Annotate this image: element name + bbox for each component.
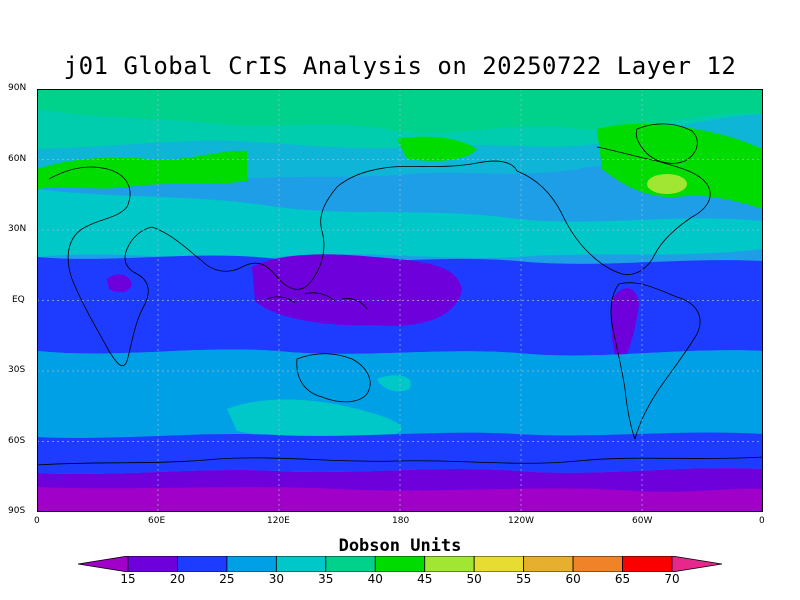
lat-label-90n: 90N [8,83,27,93]
lat-label-eq: EQ [12,295,25,305]
lat-label-60s: 60S [8,436,26,446]
lat-label-60n: 60N [8,154,27,164]
warm-pool-low [252,254,462,326]
coast-europe-africa [48,166,153,367]
colorbar-swatch-35 [325,556,376,572]
coast-greenland [635,123,698,164]
africa-low [107,274,132,293]
southern-band-25 [37,432,763,474]
colorbar-swatch-40 [374,556,426,572]
southern-teal-patch-2 [377,375,411,392]
coast-south-america [610,282,701,440]
lon-label-0-left: 0 [34,516,40,526]
colorbar-label-15: 15 [120,572,136,586]
coastlines [37,123,763,466]
north-midlat-band-30 [37,189,763,259]
colorbar-swatch-below-min [78,556,129,572]
colorbar-title: Dobson Units [338,536,462,556]
colorbar-label-40: 40 [367,572,383,586]
north-atlantic-green [597,123,763,209]
colorbar-swatch-15 [127,556,178,572]
colorbar-label-65: 65 [614,572,631,586]
northern-green-patch [37,150,247,189]
colorbar-swatch-50 [473,556,525,572]
map-frame [37,89,763,512]
colorbar-label-30: 30 [268,572,284,586]
lon-label-120e: 120E [267,516,290,526]
colorbar-swatch-45 [424,556,475,572]
lon-label-60w: 60W [632,516,653,526]
colorbar-swatch-above-max [671,556,722,572]
colorbar-swatch-65 [622,556,673,572]
coast-maritime-continent [266,292,368,310]
coast-antarctica [37,456,763,466]
colorbar [78,556,722,572]
colorbar-swatch-55 [523,556,574,572]
lon-label-180: 180 [392,516,410,526]
colorbar-label-70: 70 [664,572,680,586]
coast-asia [151,160,518,290]
north-america-yellow [647,174,687,194]
siberia-green [397,136,477,161]
ozone-map-canvas [37,89,763,512]
lat-label-90s: 90S [8,506,26,516]
lon-label-0-right: 0 [759,516,765,526]
colorbar-label-35: 35 [318,572,334,586]
lat-label-30s: 30S [8,365,26,375]
colorbar-label-50: 50 [466,572,482,586]
coast-australia [296,353,371,403]
lat-label-30n: 30N [8,224,27,234]
colorbar-label-60: 60 [565,572,581,586]
colorbar-swatch-20 [177,556,228,572]
ozone-map [37,89,763,512]
coast-north-america [516,146,711,275]
colorbar-label-45: 45 [417,572,433,586]
graticule [37,89,763,512]
colorbar-label-20: 20 [169,572,186,586]
southern-teal-patch [227,399,402,439]
southern-subtropics-30 [37,349,763,438]
south-america-low [610,288,639,369]
map-title: j01 Global CrIS Analysis on 20250722 Lay… [63,52,737,80]
lon-label-60e: 60E [148,516,166,526]
colorbar-swatch-60 [572,556,623,572]
colorbar-label-55: 55 [515,572,532,586]
lon-label-120w: 120W [508,516,535,526]
colorbar-label-25: 25 [219,572,235,586]
colorbar-swatch-30 [275,556,327,572]
colorbar-swatch-25 [226,556,277,572]
